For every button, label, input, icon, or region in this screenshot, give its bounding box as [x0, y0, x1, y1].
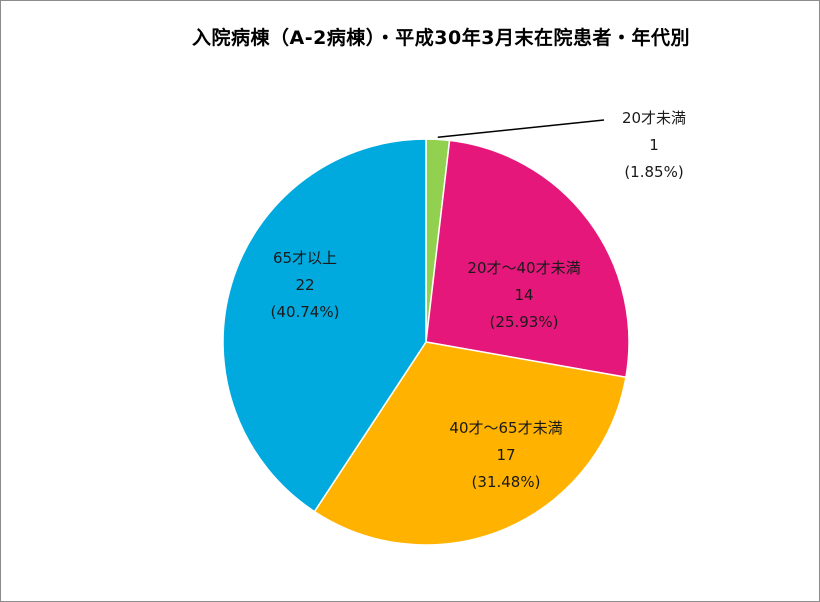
slice-label-category-65-plus: 65才以上	[273, 249, 337, 267]
slice-label-category-40-to-65: 40才～65才未満	[449, 419, 562, 437]
slice-label-category-20-to-40: 20才～40才未満	[467, 259, 580, 277]
slice-label-percent-65-plus: (40.74%)	[271, 303, 340, 321]
slice-label-value-under-20: 1	[649, 136, 659, 154]
slice-label-value-20-to-40: 14	[514, 286, 533, 304]
slice-label-value-65-plus: 22	[295, 276, 314, 294]
slice-label-category-under-20: 20才未満	[622, 109, 686, 127]
slice-label-percent-20-to-40: (25.93%)	[490, 313, 559, 331]
slice-label-value-40-to-65: 17	[496, 446, 515, 464]
slice-label-percent-40-to-65: (31.48%)	[472, 473, 541, 491]
slice-label-percent-under-20: (1.85%)	[624, 163, 683, 181]
leader-line-under-20	[438, 120, 604, 137]
